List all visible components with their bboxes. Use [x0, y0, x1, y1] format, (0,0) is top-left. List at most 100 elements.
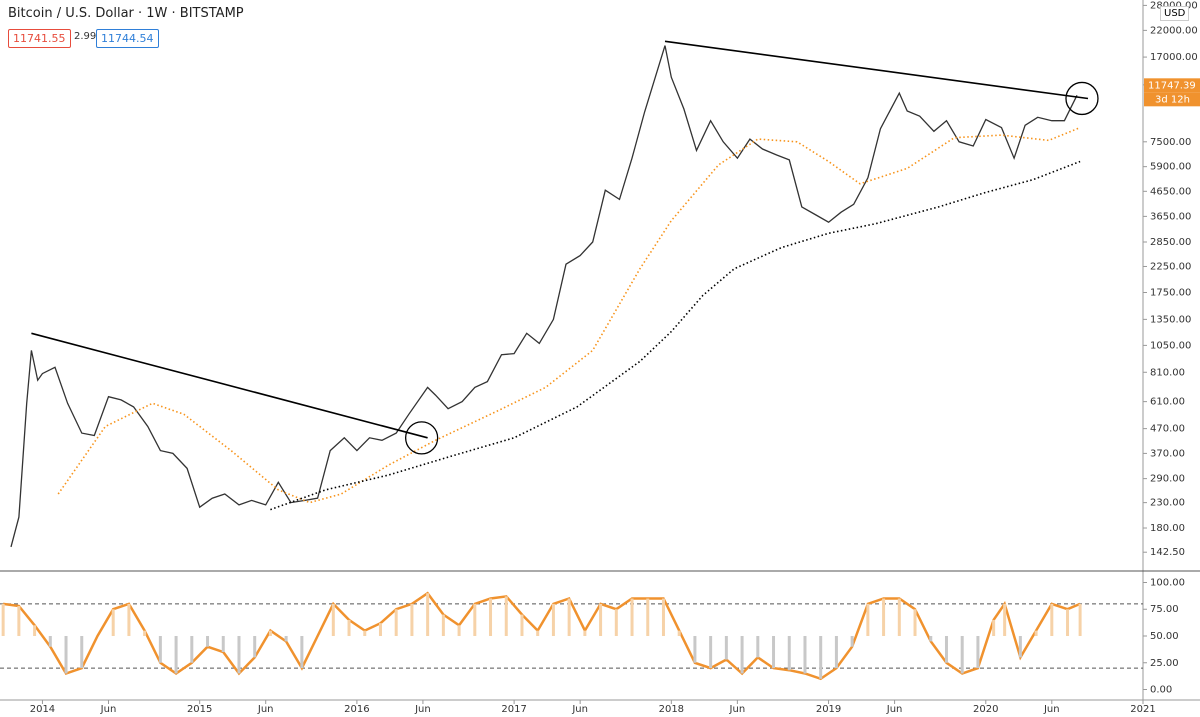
x-tick-label: 2014	[30, 704, 55, 715]
histogram-bar	[33, 625, 37, 636]
histogram-bar	[551, 603, 555, 636]
histogram-bar	[992, 619, 996, 636]
y-tick-label: 290.00	[1150, 474, 1185, 485]
histogram-bar	[80, 636, 84, 669]
histogram-bar	[158, 636, 162, 663]
x-tick-label: Jun	[886, 704, 903, 715]
y-tick-label: 3650.00	[1150, 211, 1191, 222]
y-tick-label: 470.00	[1150, 424, 1185, 435]
histogram-bar	[1078, 603, 1082, 636]
x-tick-label: 2020	[973, 704, 998, 715]
histogram-bar	[426, 593, 430, 636]
currency-button[interactable]: USD	[1160, 6, 1190, 21]
histogram-bar	[190, 636, 194, 663]
x-tick-label: Jun	[1043, 704, 1060, 715]
histogram-bar	[1018, 636, 1022, 658]
x-tick-label: 2017	[501, 704, 526, 715]
histogram-bar	[237, 636, 241, 674]
x-tick-label: 2015	[187, 704, 212, 715]
histogram-bar	[1, 603, 5, 636]
histogram-bar	[1034, 630, 1038, 636]
histogram-bar	[567, 598, 571, 636]
y-tick-label: 2250.00	[1150, 261, 1191, 272]
price-line	[10, 45, 1078, 548]
histogram-bar	[693, 636, 697, 663]
histogram-bar	[378, 623, 382, 636]
price-line	[2, 591, 1081, 681]
histogram-bar	[724, 636, 728, 660]
histogram-bar	[882, 598, 886, 636]
last-price-box	[1144, 78, 1200, 93]
countdown-box	[1144, 92, 1200, 107]
histogram-bar	[520, 614, 524, 636]
y-tick-label: 7500.00	[1150, 137, 1191, 148]
trend-line	[664, 40, 1089, 100]
y-tick-label: 370.00	[1150, 448, 1185, 459]
histogram-bar	[206, 636, 210, 647]
histogram-bar	[976, 636, 980, 669]
histogram-bar	[834, 636, 838, 669]
bid-price: 11741.55	[8, 29, 71, 48]
y-tick-label: 1350.00	[1150, 314, 1191, 325]
histogram-bar	[929, 636, 933, 642]
y-tick-label: 1750.00	[1150, 288, 1191, 299]
histogram-bar	[410, 603, 414, 636]
y-tick-label: 22000.00	[1150, 25, 1198, 36]
histogram-bar	[111, 609, 115, 636]
histogram-bar	[504, 596, 508, 636]
histogram-bar	[331, 603, 335, 636]
y-tick-label: 5900.00	[1150, 162, 1191, 173]
histogram-bar	[740, 636, 744, 674]
y-tick-label: 810.00	[1150, 367, 1185, 378]
x-tick-label: 2019	[816, 704, 841, 715]
histogram-bar	[960, 636, 964, 674]
histogram-bar	[897, 598, 901, 636]
y-tick-label: 17000.00	[1150, 52, 1198, 63]
histogram-bar	[614, 609, 618, 636]
y-tick-label: 0.00	[1150, 685, 1172, 696]
moving-average	[57, 126, 1081, 504]
histogram-bar	[803, 636, 807, 674]
spread: 2.99	[74, 31, 97, 42]
histogram-bar	[944, 636, 948, 663]
histogram-bar	[787, 636, 791, 671]
histogram-bar	[17, 606, 21, 636]
histogram-bar	[457, 625, 461, 636]
y-tick-label: 100.00	[1150, 577, 1185, 588]
histogram-bar	[913, 609, 917, 636]
last-price: 11747.39	[1148, 80, 1196, 91]
histogram-bar	[64, 636, 68, 674]
histogram-bar	[583, 630, 587, 636]
x-tick-label: Jun	[100, 704, 117, 715]
y-tick-label: 75.00	[1150, 604, 1179, 615]
breakout-circle	[404, 421, 439, 455]
histogram-bar	[441, 614, 445, 636]
histogram-bar	[394, 609, 398, 636]
y-tick-label: 180.00	[1150, 523, 1185, 534]
histogram-bar	[174, 636, 178, 674]
x-tick-label: 2016	[344, 704, 369, 715]
histogram-bar	[127, 603, 131, 636]
x-tick-label: Jun	[729, 704, 746, 715]
histogram-bar	[646, 598, 650, 636]
histogram-bar	[1050, 603, 1054, 636]
histogram-bar	[143, 630, 147, 636]
x-tick-label: Jun	[571, 704, 588, 715]
histogram-bar	[363, 630, 367, 636]
x-tick-label: Jun	[257, 704, 274, 715]
ask-price: 11744.54	[96, 29, 159, 48]
y-tick-label: 2850.00	[1150, 237, 1191, 248]
histogram-bar	[489, 598, 493, 636]
x-tick-label: 2018	[659, 704, 684, 715]
countdown: 3d 12h	[1155, 94, 1190, 105]
histogram-bar	[221, 636, 225, 653]
y-tick-label: 50.00	[1150, 631, 1179, 642]
histogram-bar	[473, 603, 477, 636]
histogram-bar	[253, 636, 257, 658]
histogram-bar	[709, 636, 713, 669]
histogram-bar	[756, 636, 760, 658]
moving-average	[270, 160, 1081, 511]
y-tick-label: 4650.00	[1150, 186, 1191, 197]
